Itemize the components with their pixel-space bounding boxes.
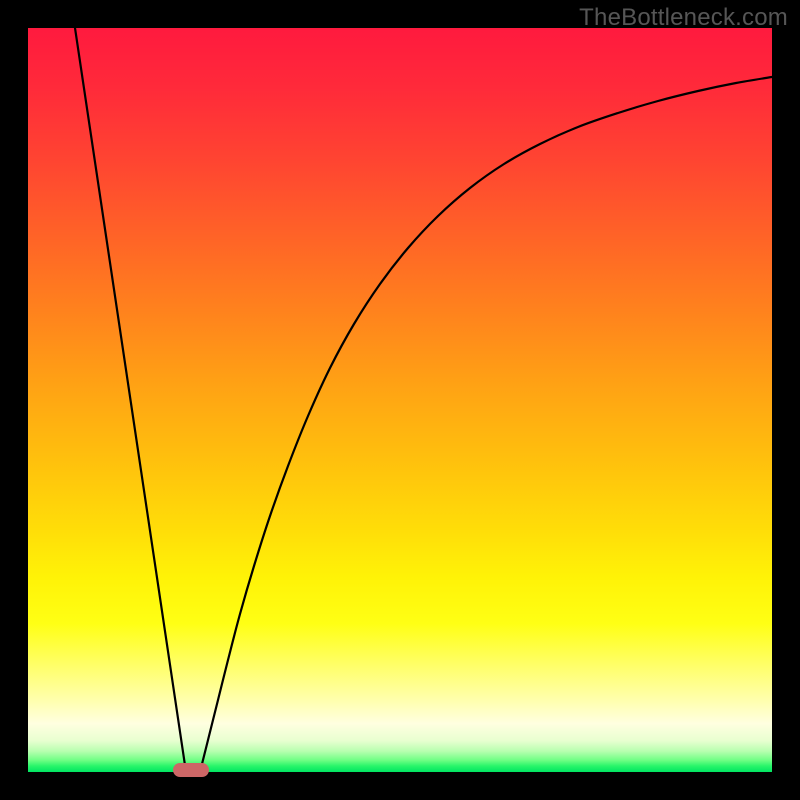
curve-right-segment: [200, 77, 772, 772]
bottleneck-curve: [28, 28, 772, 772]
optimal-point-marker: [173, 763, 209, 777]
chart-container: TheBottleneck.com: [0, 0, 800, 800]
plot-area: [28, 28, 772, 772]
curve-left-segment: [75, 28, 186, 772]
watermark-text: TheBottleneck.com: [579, 4, 788, 32]
